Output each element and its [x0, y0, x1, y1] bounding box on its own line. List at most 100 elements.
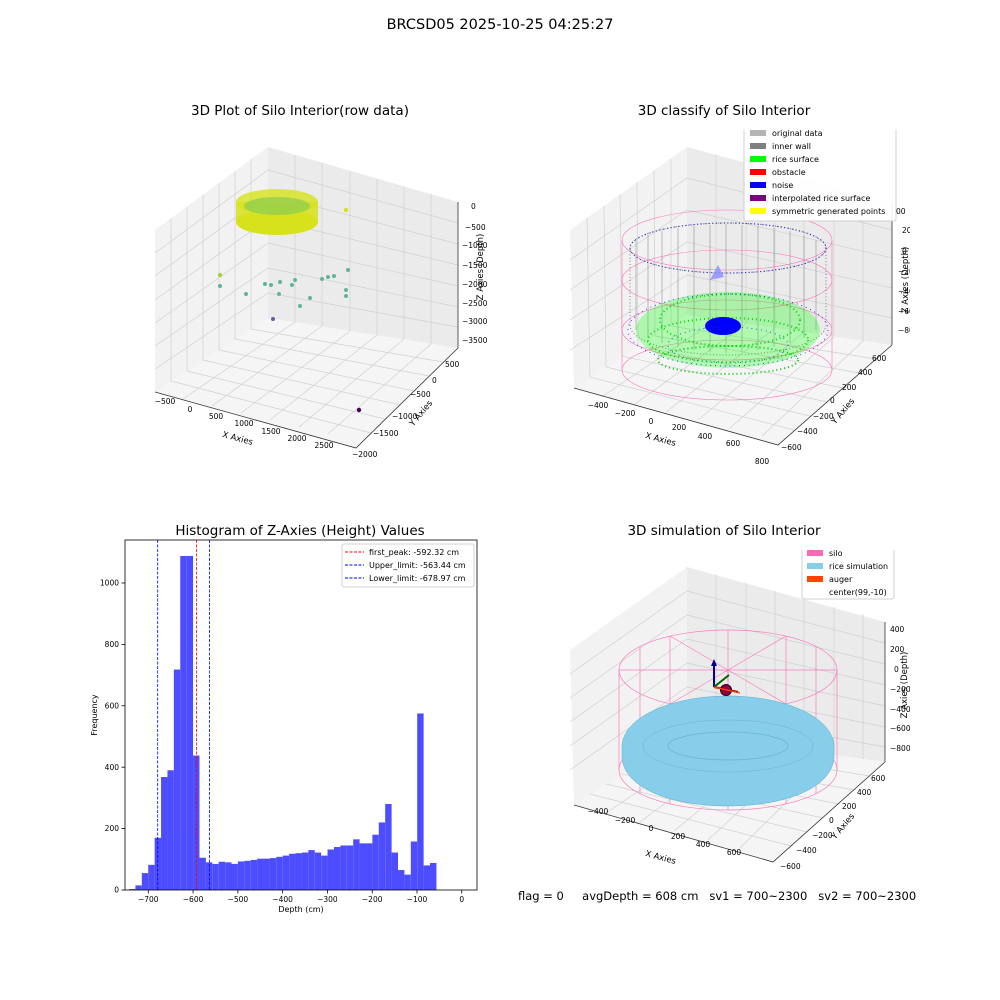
tick-label: −200 — [898, 267, 910, 276]
raw-z-label: Z Axies (Depth) — [476, 234, 486, 301]
tick-label-partial: 00 — [896, 207, 906, 216]
histogram-bar — [430, 862, 437, 890]
tick-label: 0 — [649, 824, 654, 833]
tick-label: −200 — [615, 409, 636, 418]
histogram-bar — [398, 870, 405, 890]
histogram-bar — [404, 874, 411, 890]
classify-z-label: Z Axies (Depth) — [901, 247, 910, 314]
x-tick-label: −600 — [183, 895, 204, 904]
simulation-x-ticks: −400 −200 0 200 400 600 — [588, 807, 742, 857]
x-tick-label: −300 — [317, 895, 338, 904]
histogram-bar — [199, 857, 206, 890]
histogram-x-label: Depth (cm) — [278, 905, 323, 914]
histogram-bar — [289, 853, 296, 890]
raw-plot-title: 3D Plot of Silo Interior(row data) — [191, 103, 409, 119]
tick-label: −1000 — [462, 241, 488, 250]
histogram-bar — [410, 841, 418, 890]
histogram-y-ticks: 0 200 400 600 800 1000 — [100, 579, 125, 895]
histogram-bar — [250, 859, 258, 890]
tick-label: −400 — [898, 287, 910, 296]
simulation-x-label: X Axies — [644, 849, 677, 867]
histogram-bar — [314, 852, 322, 890]
tick-label: 200 — [890, 645, 905, 654]
simulation-z-label: Z Axies (Depth) — [900, 652, 910, 719]
legend-label: obstacle — [772, 168, 806, 177]
histogram-bar — [135, 885, 142, 890]
tick-label: −500 — [410, 390, 431, 399]
histogram-y-label: Frequency — [90, 694, 99, 736]
legend-label: first_peak: -592.32 cm — [369, 548, 459, 557]
raw-x-ticks: −500 0 500 1000 1500 2000 2500 — [155, 397, 334, 450]
tick-label: −3500 — [462, 336, 488, 345]
histogram-bar — [276, 856, 283, 890]
tick-label: 2500 — [314, 441, 333, 450]
simulation-z-ticks: 400 200 0 −200 −400 −600 −800 — [890, 625, 910, 753]
avg-depth-text: avgDepth = 608 cm — [582, 889, 699, 903]
legend-label: symmetric generated points — [772, 207, 885, 216]
tick-label: 1000 — [234, 419, 253, 428]
tick-label: 600 — [726, 439, 741, 448]
tick-label: −400 — [890, 705, 910, 714]
tick-label: −200 — [890, 685, 910, 694]
histogram-bar — [225, 862, 232, 890]
simulation-auger — [711, 659, 741, 696]
x-tick-label: 0 — [459, 895, 464, 904]
tick-label: −1000 — [392, 412, 418, 421]
histogram-bar — [359, 843, 366, 890]
legend-label: interpolated rice surface — [772, 194, 870, 203]
tick-label: 800 — [755, 457, 770, 466]
histogram-bar — [237, 861, 245, 890]
histogram-bar — [205, 862, 213, 890]
x-tick-label: −700 — [138, 895, 159, 904]
tick-label: 200 — [672, 423, 687, 432]
histogram-bar — [231, 863, 238, 890]
classify-x-ticks: −400 −200 0 200 400 600 800 — [588, 401, 770, 466]
histogram-bars — [129, 555, 437, 890]
tick-label: 1500 — [261, 427, 280, 436]
raw-scatter-points — [217, 189, 362, 413]
histogram-bar — [340, 845, 347, 890]
tick-label: −400 — [797, 427, 818, 436]
y-tick-label: 200 — [105, 824, 120, 833]
tick-label: −2000 — [462, 280, 488, 289]
simulation-3d-plot: silo rice simulation auger center(99,-10… — [569, 550, 910, 871]
histogram-bar — [141, 873, 149, 890]
simulation-y-ticks: 600 400 200 0 −200 −400 −600 — [780, 774, 886, 871]
simulation-plot-title: 3D simulation of Silo Interior — [627, 523, 821, 539]
histogram-bar — [180, 555, 187, 890]
tick-label: −500 — [155, 397, 176, 406]
tick-label: −400 — [588, 807, 609, 816]
tick-label: 400 — [696, 840, 711, 849]
histogram-bar — [257, 858, 264, 890]
tick-label: −1500 — [373, 429, 399, 438]
tick-label: 200 — [902, 226, 910, 235]
tick-label: −800 — [898, 326, 910, 335]
tick-label: 400 — [890, 625, 905, 634]
raw-mid-points — [217, 268, 362, 413]
classify-3d-plot: original data inner wall rice surface ob… — [569, 130, 910, 466]
tick-label: 0 — [649, 417, 654, 426]
legend-label: noise — [772, 181, 793, 190]
raw-z-ticks: 0 −500 −1000 −1500 −2000 −2500 −3000 −35… — [462, 202, 488, 345]
stats-line: flag = 0 avgDepth = 608 cm sv1 = 700~230… — [518, 889, 916, 903]
tick-label: −400 — [796, 846, 817, 855]
tick-label: −600 — [781, 443, 802, 452]
y-tick-label: 0 — [114, 886, 119, 895]
classify-y-ticks: 600 400 200 0 −200 −400 −600 — [781, 354, 887, 452]
classify-plot-title: 3D classify of Silo Interior — [637, 103, 811, 119]
classify-z-ticks: 200 0 −200 −400 −600 −800 — [898, 226, 910, 335]
y-tick-label: 1000 — [100, 579, 119, 588]
tick-label: −1500 — [462, 261, 488, 270]
histogram-bar — [173, 669, 181, 890]
histogram-bar — [417, 713, 424, 890]
legend-label: rice simulation — [829, 562, 888, 571]
histogram-bar — [186, 555, 194, 890]
tick-label: 200 — [842, 802, 857, 811]
tick-label: 400 — [698, 432, 713, 441]
histogram-bar — [321, 855, 328, 890]
histogram-bar — [244, 860, 251, 890]
histogram-bar — [308, 850, 315, 890]
histogram-bar — [391, 852, 399, 890]
tick-label: −200 — [812, 831, 833, 840]
tick-label: −600 — [780, 862, 801, 871]
